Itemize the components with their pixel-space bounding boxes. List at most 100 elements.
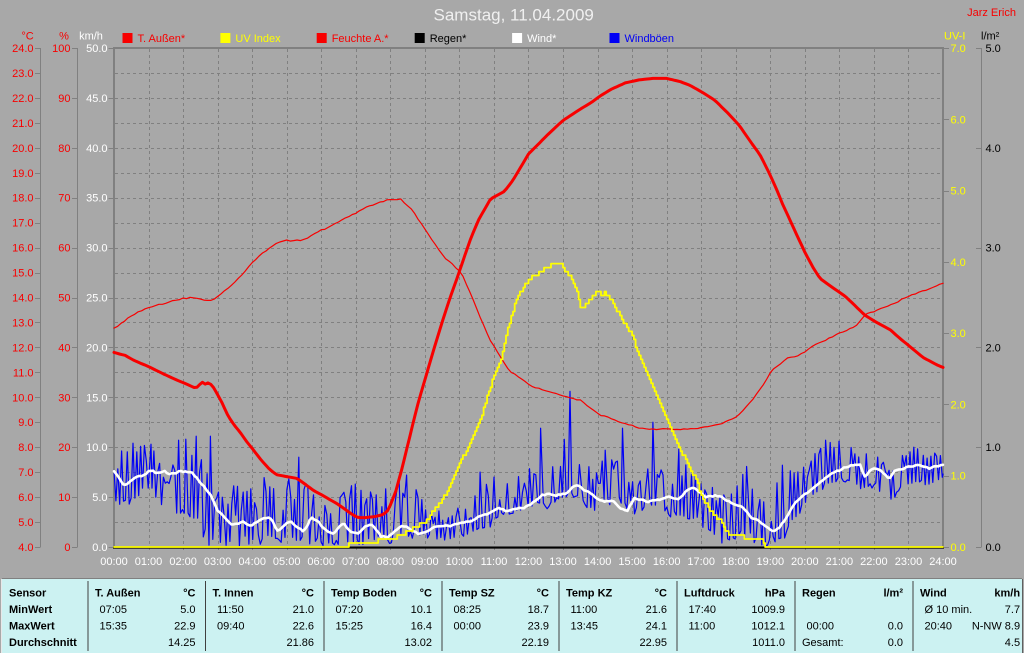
svg-text:15:00: 15:00 bbox=[618, 556, 646, 568]
svg-text:0: 0 bbox=[64, 542, 70, 554]
svg-text:7.7: 7.7 bbox=[1005, 604, 1020, 616]
svg-text:21.0: 21.0 bbox=[12, 118, 33, 130]
svg-text:T. Außen*: T. Außen* bbox=[138, 33, 186, 45]
svg-text:70: 70 bbox=[58, 193, 70, 205]
svg-text:4.0: 4.0 bbox=[18, 542, 33, 554]
svg-text:40.0: 40.0 bbox=[86, 143, 107, 155]
svg-text:23.0: 23.0 bbox=[12, 68, 33, 80]
svg-text:50: 50 bbox=[58, 293, 70, 305]
svg-text:24.1: 24.1 bbox=[646, 621, 667, 633]
svg-text:05:00: 05:00 bbox=[273, 556, 301, 568]
svg-text:%: % bbox=[59, 31, 69, 43]
svg-text:10.1: 10.1 bbox=[411, 604, 432, 616]
svg-text:0.0: 0.0 bbox=[888, 621, 903, 633]
svg-text:09:00: 09:00 bbox=[411, 556, 439, 568]
svg-text:04:00: 04:00 bbox=[238, 556, 266, 568]
svg-text:07:00: 07:00 bbox=[342, 556, 370, 568]
svg-text:25.0: 25.0 bbox=[86, 293, 107, 305]
svg-text:13:00: 13:00 bbox=[549, 556, 577, 568]
svg-text:5.0: 5.0 bbox=[986, 43, 1001, 55]
svg-text:22:00: 22:00 bbox=[860, 556, 888, 568]
svg-text:Gesamt:: Gesamt: bbox=[802, 637, 844, 649]
svg-text:UV Index: UV Index bbox=[235, 33, 281, 45]
svg-text:21.6: 21.6 bbox=[646, 604, 667, 616]
svg-text:Durchschnitt: Durchschnitt bbox=[9, 637, 77, 649]
svg-text:km/h: km/h bbox=[994, 588, 1020, 600]
svg-text:13:45: 13:45 bbox=[571, 621, 599, 633]
svg-text:4.5: 4.5 bbox=[1005, 637, 1020, 649]
svg-text:60: 60 bbox=[58, 243, 70, 255]
svg-text:0.0: 0.0 bbox=[92, 542, 107, 554]
svg-text:T. Außen: T. Außen bbox=[95, 588, 141, 600]
svg-text:21:00: 21:00 bbox=[826, 556, 854, 568]
svg-text:MaxWert: MaxWert bbox=[9, 621, 55, 633]
svg-text:15.0: 15.0 bbox=[86, 392, 107, 404]
svg-text:09:40: 09:40 bbox=[217, 621, 245, 633]
svg-text:07:05: 07:05 bbox=[100, 604, 128, 616]
svg-text:Temp SZ: Temp SZ bbox=[449, 588, 495, 600]
svg-text:15:25: 15:25 bbox=[336, 621, 364, 633]
svg-text:13.02: 13.02 bbox=[404, 637, 432, 649]
svg-text:30: 30 bbox=[58, 392, 70, 404]
svg-text:10.0: 10.0 bbox=[12, 392, 33, 404]
svg-text:5.0: 5.0 bbox=[18, 517, 33, 529]
svg-text:90: 90 bbox=[58, 93, 70, 105]
svg-text:16.4: 16.4 bbox=[411, 621, 432, 633]
svg-text:24:00: 24:00 bbox=[929, 556, 957, 568]
svg-text:1012.1: 1012.1 bbox=[751, 621, 785, 633]
svg-text:6.0: 6.0 bbox=[18, 492, 33, 504]
svg-text:11:00: 11:00 bbox=[571, 604, 598, 616]
svg-text:10: 10 bbox=[58, 492, 70, 504]
svg-text:6.0: 6.0 bbox=[951, 114, 966, 126]
svg-text:8.0: 8.0 bbox=[18, 442, 33, 454]
svg-text:22.19: 22.19 bbox=[521, 637, 549, 649]
svg-text:17:00: 17:00 bbox=[687, 556, 715, 568]
svg-text:°C: °C bbox=[655, 588, 667, 600]
svg-text:1009.9: 1009.9 bbox=[751, 604, 785, 616]
svg-text:06:00: 06:00 bbox=[307, 556, 335, 568]
svg-text:11:50: 11:50 bbox=[217, 604, 244, 616]
svg-text:24.0: 24.0 bbox=[12, 43, 33, 55]
svg-text:Feuchte A.*: Feuchte A.* bbox=[332, 33, 390, 45]
svg-text:23:00: 23:00 bbox=[895, 556, 923, 568]
svg-text:0.0: 0.0 bbox=[888, 637, 903, 649]
svg-text:21.86: 21.86 bbox=[286, 637, 314, 649]
svg-text:22.9: 22.9 bbox=[174, 621, 195, 633]
svg-text:10:00: 10:00 bbox=[446, 556, 474, 568]
svg-text:20.0: 20.0 bbox=[86, 342, 107, 354]
svg-text:20: 20 bbox=[58, 442, 70, 454]
svg-text:15.0: 15.0 bbox=[12, 268, 33, 280]
svg-text:2.0: 2.0 bbox=[951, 399, 966, 411]
svg-text:01:00: 01:00 bbox=[135, 556, 163, 568]
svg-text:5.0: 5.0 bbox=[951, 186, 966, 198]
svg-text:5.0: 5.0 bbox=[180, 604, 195, 616]
svg-text:T. Innen: T. Innen bbox=[213, 588, 254, 600]
svg-text:11.0: 11.0 bbox=[13, 367, 34, 379]
svg-text:08:25: 08:25 bbox=[454, 604, 482, 616]
svg-text:10.0: 10.0 bbox=[86, 442, 107, 454]
svg-text:1.0: 1.0 bbox=[986, 442, 1001, 454]
svg-text:03:00: 03:00 bbox=[204, 556, 232, 568]
svg-text:02:00: 02:00 bbox=[169, 556, 197, 568]
svg-text:30.0: 30.0 bbox=[86, 243, 107, 255]
svg-text:Jarz Erich: Jarz Erich bbox=[967, 7, 1016, 19]
svg-text:17.0: 17.0 bbox=[12, 218, 33, 230]
svg-text:Wind*: Wind* bbox=[527, 33, 557, 45]
svg-text:11:00: 11:00 bbox=[481, 556, 508, 568]
svg-text:2.0: 2.0 bbox=[986, 342, 1001, 354]
svg-text:100: 100 bbox=[52, 43, 70, 55]
svg-text:22.0: 22.0 bbox=[12, 93, 33, 105]
svg-text:16:00: 16:00 bbox=[653, 556, 681, 568]
svg-text:°C: °C bbox=[302, 588, 314, 600]
svg-text:Sensor: Sensor bbox=[9, 588, 47, 600]
svg-text:35.0: 35.0 bbox=[86, 193, 107, 205]
svg-text:15:35: 15:35 bbox=[100, 621, 128, 633]
svg-text:Temp KZ: Temp KZ bbox=[566, 588, 613, 600]
svg-text:50.0: 50.0 bbox=[86, 43, 107, 55]
svg-text:22.95: 22.95 bbox=[639, 637, 667, 649]
svg-text:Samstag, 11.04.2009: Samstag, 11.04.2009 bbox=[434, 6, 594, 25]
svg-text:3.0: 3.0 bbox=[951, 328, 966, 340]
svg-text:18.0: 18.0 bbox=[12, 193, 33, 205]
svg-text:16.0: 16.0 bbox=[12, 243, 33, 255]
svg-text:12:00: 12:00 bbox=[515, 556, 543, 568]
